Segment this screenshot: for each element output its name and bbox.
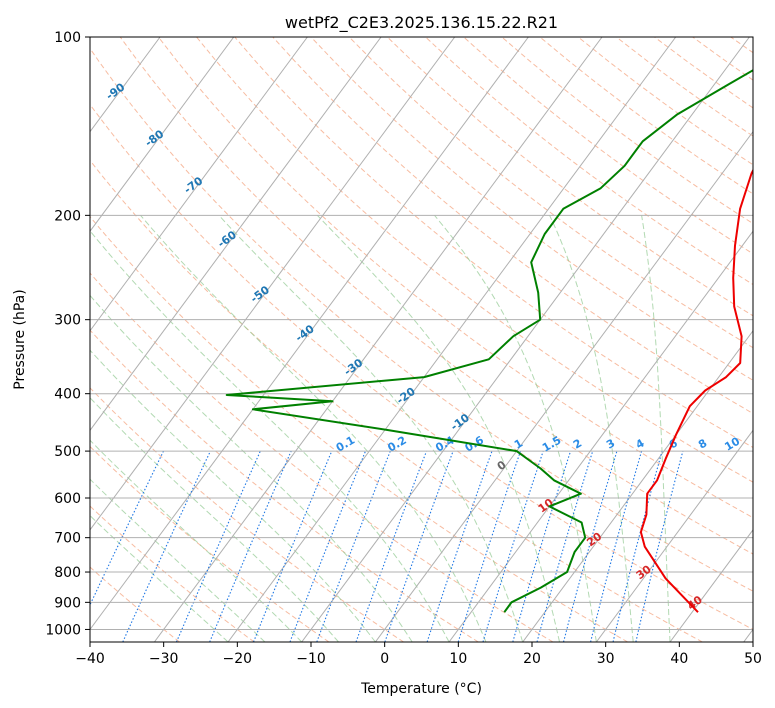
dry-adiabat-line: [90, 272, 554, 642]
dry-adiabat-line: [90, 566, 180, 642]
mixing-ratio-line: [635, 450, 684, 642]
dry-adiabat-line: [90, 215, 628, 642]
x-tick-label: −10: [296, 651, 326, 667]
mixing-ratio-line: [355, 450, 428, 642]
x-tick-label: 20: [523, 651, 541, 667]
x-tick-label: −40: [75, 651, 105, 667]
y-axis: 1000 900 800 700 600 500 400 300 200 100: [45, 30, 90, 638]
x-tick-label: −30: [149, 651, 179, 667]
isotherm-line: [90, 37, 382, 432]
isotherm-line: [90, 37, 456, 531]
moist-adiabat-line: [90, 230, 450, 642]
mixing-ratio-line: [384, 450, 454, 642]
y-axis-label: Pressure (hPa): [12, 289, 28, 389]
isotherm-line: [0, 37, 13, 642]
moist-adiabat-line: [90, 439, 303, 642]
moist-adiabat-line: [549, 215, 634, 642]
dry-adiabat-line: [234, 37, 753, 449]
mixing-ratio-line: [562, 450, 618, 642]
dry-adiabat-line: [90, 103, 753, 630]
dry-adiabat-line: [386, 37, 753, 317]
isotherm-line: [90, 37, 529, 631]
y-tick-label: 1000: [45, 622, 81, 638]
isotherm-line: [153, 37, 603, 642]
y-tick-label: 400: [54, 387, 81, 403]
chart-title: wetPf2_C2E3.2025.136.15.22.R21: [285, 13, 558, 33]
mixing-ratio-line: [175, 450, 261, 642]
mixing-ratio-line: [209, 450, 292, 642]
mixing-ratio-line: [122, 450, 211, 642]
plot-frame: [89, 36, 754, 643]
mixing-ratio-line: [512, 450, 572, 642]
isotherm-line: [669, 529, 753, 642]
dry-adiabat-line: [90, 329, 479, 642]
isotherm-line: [448, 230, 753, 642]
mixing-ratio-line: [536, 450, 594, 642]
y-tick-label: 600: [54, 491, 81, 507]
isotherm-line: [227, 37, 677, 642]
mixing-ratio-line: [590, 450, 643, 642]
moist-adiabat-line: [641, 215, 671, 642]
y-tick-label: 800: [54, 565, 81, 581]
dry-adiabat-line: [272, 37, 753, 415]
isotherm-line: [522, 329, 753, 642]
y-tick-label: 500: [54, 444, 81, 460]
y-tick-label: 200: [54, 208, 81, 224]
isotherm-line: [90, 37, 235, 233]
isotherm-line: [90, 37, 308, 332]
x-tick-label: 30: [597, 651, 615, 667]
x-tick-label: 0: [380, 651, 389, 667]
x-tick-label: 40: [670, 651, 688, 667]
y-tick-label: 300: [54, 313, 81, 329]
x-axis: −40 −30 −20 −10 0 10 20 30 40 50: [75, 642, 762, 667]
moist-adiabat-line: [434, 214, 597, 642]
temperature-profile-line: [639, 168, 753, 613]
mixing-ratio-label: 13: [752, 435, 772, 454]
profile-lines: [225, 69, 753, 613]
x-axis-label: Temperature (°C): [360, 681, 482, 697]
y-tick-label: 900: [54, 595, 81, 611]
isotherm-line: [301, 37, 750, 642]
mixing-ratio-line: [482, 450, 544, 642]
x-tick-label: 50: [744, 651, 762, 667]
moist-adiabat-line: [90, 294, 413, 642]
moist-adiabat-line: [90, 514, 229, 642]
x-tick-label: −20: [223, 651, 253, 667]
moist-adiabat-line: [90, 349, 376, 642]
mixing-ratio-line: [426, 450, 493, 642]
isotherm-line: [374, 130, 753, 642]
mixing-ratio-line: [289, 450, 367, 642]
mixing-ratio-line: [316, 450, 391, 642]
dewpoint-profile-line: [225, 69, 753, 613]
y-tick-label: 100: [54, 30, 81, 46]
plot-background: [90, 37, 753, 642]
dry-adiabat-line: [425, 37, 753, 286]
dry-adiabat-line: [158, 37, 753, 519]
dry-adiabat-line: [90, 445, 330, 642]
background-lines: [0, 37, 775, 642]
mixing-ratio-line: [252, 450, 333, 642]
moist-adiabat-line: [90, 478, 266, 642]
dry-adiabat-line: [90, 159, 703, 642]
x-tick-label: 10: [449, 651, 467, 667]
y-tick-label: 700: [54, 531, 81, 547]
dry-adiabat-line: [769, 37, 775, 642]
isotherm-line: [595, 429, 753, 642]
mixing-ratio-line: [457, 450, 522, 642]
